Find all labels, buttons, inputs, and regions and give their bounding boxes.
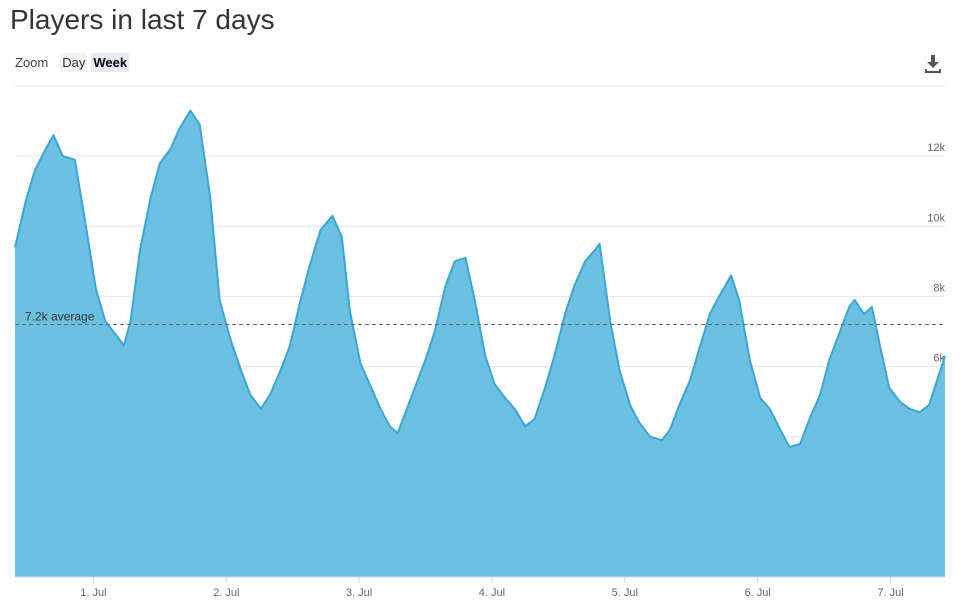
download-icon [925, 55, 941, 73]
chart-title: Players in last 7 days [10, 4, 275, 35]
zoom-label: Zoom [15, 55, 49, 70]
download-button[interactable] [924, 54, 942, 74]
zoom-button[interactable]: Day [60, 53, 88, 72]
y-tick-label: 10k [927, 212, 945, 224]
x-tick-label: 7. Jul [877, 587, 903, 599]
y-tick-label: 8k [933, 282, 945, 294]
average-label: 7.2k average [25, 309, 95, 323]
x-tick-label: 2. Jul [213, 587, 239, 599]
x-tick-label: 3. Jul [346, 587, 372, 599]
x-tick-label: 6. Jul [745, 587, 771, 599]
y-tick-label: 12k [927, 142, 945, 154]
zoom-button[interactable]: Week [91, 53, 130, 72]
zoom-controls: Zoom Day Week [15, 53, 130, 72]
x-tick-label: 5. Jul [612, 587, 638, 599]
area-line [14, 109, 946, 449]
area [15, 110, 945, 577]
x-tick-label: 4. Jul [479, 587, 505, 599]
x-tick-label: 1. Jul [80, 587, 106, 599]
